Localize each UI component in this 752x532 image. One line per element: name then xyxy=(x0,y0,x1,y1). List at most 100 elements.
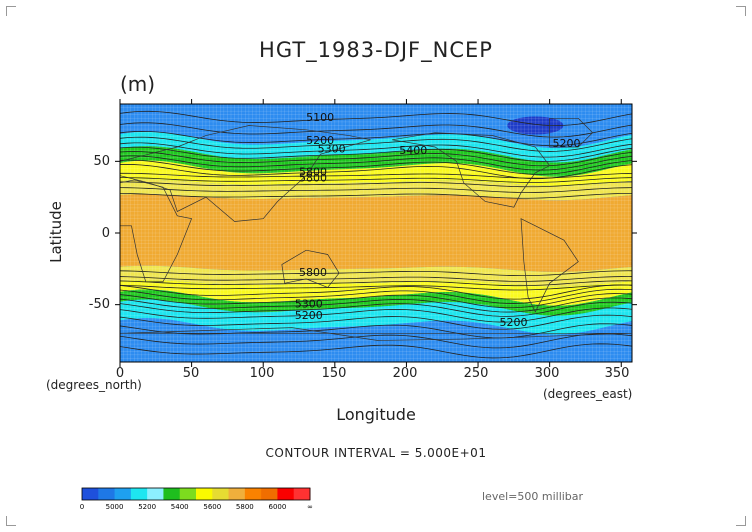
crop-mark-bottom-right xyxy=(736,516,746,526)
contour-line xyxy=(120,159,632,175)
contour-line xyxy=(120,164,632,180)
contour-line xyxy=(120,307,632,323)
contour-line xyxy=(120,155,632,171)
colorbar-swatch xyxy=(212,488,230,500)
colorbar-label: 0 xyxy=(79,503,85,511)
value-band xyxy=(120,194,632,272)
contour-line xyxy=(120,333,632,349)
contour-line xyxy=(120,136,632,152)
colorbar-swatch xyxy=(147,488,164,500)
contour-interval-text: CONTOUR INTERVAL = 5.000E+01 xyxy=(265,446,487,460)
colorbar-swatch xyxy=(261,488,278,500)
colorbar-frame xyxy=(81,487,311,501)
chart-title: HGT_1983-DJF_NCEP xyxy=(259,38,493,62)
colorbar-swatch xyxy=(196,488,213,500)
contour-label: 5200 xyxy=(295,309,323,322)
x-tick-label: 300 xyxy=(534,366,560,381)
colorbar-swatch xyxy=(163,488,181,500)
x-tick-label: 0 xyxy=(115,366,125,381)
contour-line xyxy=(120,284,632,300)
value-band xyxy=(120,265,632,287)
value-band xyxy=(120,104,632,149)
crop-mark-top-left xyxy=(6,6,16,16)
contour-line xyxy=(120,314,632,330)
contour-line xyxy=(120,343,632,359)
x-axis-label: Longitude xyxy=(336,405,416,424)
contour-line xyxy=(120,270,632,277)
background-band xyxy=(120,104,632,362)
colorbar-swatch xyxy=(114,488,132,500)
contour-line xyxy=(120,280,632,287)
contour-line xyxy=(120,301,632,317)
colorbar-swatch xyxy=(228,488,246,500)
coastline xyxy=(392,132,551,208)
crop-mark-bottom-left xyxy=(6,516,16,526)
polar-low-region xyxy=(507,116,564,135)
y-tick-label: 50 xyxy=(93,154,110,169)
crop-mark-top-right xyxy=(736,6,746,16)
contour-label: 5800 xyxy=(299,266,327,279)
value-band xyxy=(120,289,632,316)
coastline xyxy=(120,179,193,283)
colorbar-label: 6000 xyxy=(268,503,287,511)
colorbar-swatch xyxy=(244,488,262,500)
value-band xyxy=(120,179,632,201)
plot-frame xyxy=(119,103,633,363)
contour-line xyxy=(120,122,632,138)
colorbar-swatch xyxy=(82,488,99,500)
contour-line xyxy=(120,192,632,199)
contour-label: 5800 xyxy=(299,166,327,179)
colorbar-label: 5400 xyxy=(170,503,189,511)
coastline xyxy=(549,117,594,148)
level-text: level=500 millibar xyxy=(482,490,584,503)
colorbar-label: ∞ xyxy=(307,503,313,511)
contour-label: 5300 xyxy=(318,143,346,156)
contour-label: 5200 xyxy=(306,134,334,147)
contour-label: 5100 xyxy=(306,111,334,124)
colorbar-swatch xyxy=(130,488,148,500)
coastline xyxy=(520,218,579,313)
contour-line xyxy=(120,151,632,167)
x-tick-label: 250 xyxy=(463,366,489,381)
contour-line xyxy=(120,276,632,282)
contour-line xyxy=(120,130,632,147)
contour-line xyxy=(120,177,632,183)
value-band xyxy=(120,280,632,306)
contour-line xyxy=(120,187,632,193)
value-band xyxy=(120,160,632,186)
x-tick-label: 350 xyxy=(604,366,630,381)
contour-line xyxy=(120,293,632,309)
contour-line xyxy=(120,181,632,188)
contour-label: 5200 xyxy=(500,316,528,329)
contour-line xyxy=(120,297,632,313)
contour-line xyxy=(120,172,632,179)
x-tick-label: 150 xyxy=(321,366,347,381)
colorbar-swatch xyxy=(179,488,197,500)
units-label: (m) xyxy=(120,72,156,96)
contour-label: 5300 xyxy=(295,298,323,311)
value-band xyxy=(120,146,632,177)
contour-line xyxy=(120,110,632,126)
contour-line xyxy=(120,142,632,158)
coastline xyxy=(281,249,340,288)
y-tick-label: 0 xyxy=(101,226,110,241)
contour-line xyxy=(120,323,632,339)
contour-line xyxy=(120,146,632,162)
y-units-note: (degrees_north) xyxy=(46,378,142,392)
x-tick-label: 100 xyxy=(249,366,275,381)
colorbar-swatch xyxy=(98,488,116,500)
x-tick-label: 200 xyxy=(392,366,418,381)
colorbar-label: 5200 xyxy=(138,503,157,511)
colorbar-swatch xyxy=(293,488,311,500)
colorbar-label: 5000 xyxy=(105,503,124,511)
contour-line xyxy=(120,284,632,291)
colorbar-label: 5800 xyxy=(235,503,254,511)
contour-label: 5800 xyxy=(299,171,327,184)
x-tick-label: 50 xyxy=(182,366,200,381)
colorbar-label: 5600 xyxy=(203,503,222,511)
x-units-note: (degrees_east) xyxy=(543,387,633,401)
y-axis-label: Latitude xyxy=(47,201,65,263)
value-band xyxy=(120,131,632,163)
coastline xyxy=(120,327,632,341)
colorbar-swatch xyxy=(277,488,295,500)
